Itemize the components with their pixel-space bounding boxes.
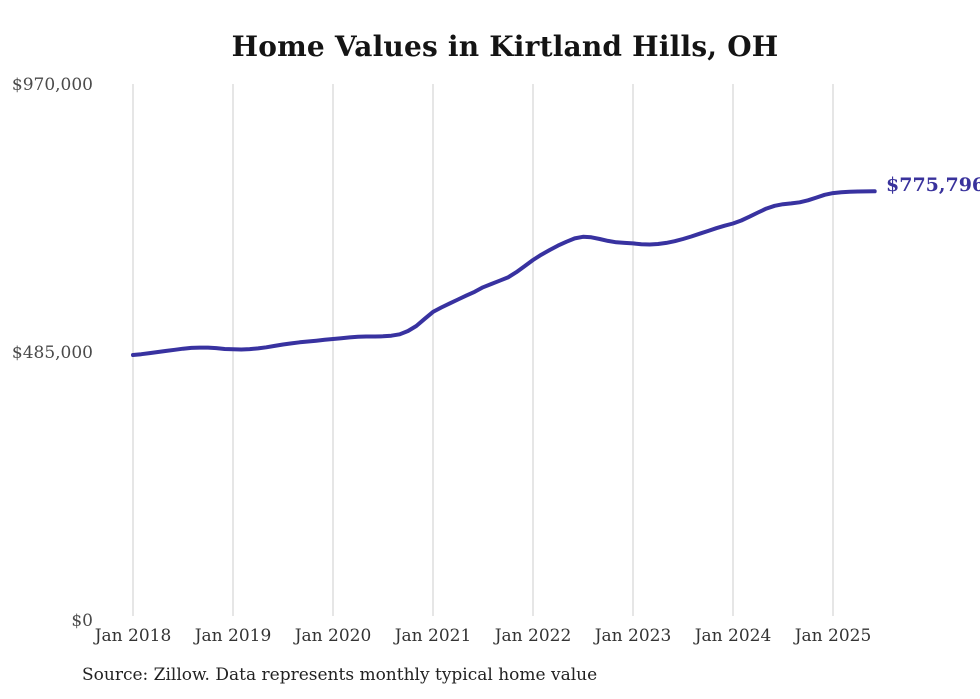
y-tick-label: $0 (71, 611, 93, 631)
x-tick-label: Jan 2019 (194, 626, 272, 646)
x-tick-label: Jan 2021 (394, 626, 472, 646)
x-tick-label: Jan 2018 (94, 626, 172, 646)
x-tick-label: Jan 2023 (594, 626, 672, 646)
x-tick-label: Jan 2020 (294, 626, 372, 646)
x-tick-label: Jan 2025 (794, 626, 872, 646)
source-note: Source: Zillow. Data represents monthly … (82, 665, 598, 685)
end-value-label: $775,796 (886, 174, 980, 196)
home-value-line (131, 189, 877, 357)
y-tick-label: $970,000 (11, 75, 93, 95)
chart-title: Home Values in Kirtland Hills, OH (231, 30, 779, 63)
y-tick-label: $485,000 (11, 343, 93, 363)
x-tick-label: Jan 2024 (694, 626, 772, 646)
x-tick-label: Jan 2022 (494, 626, 572, 646)
